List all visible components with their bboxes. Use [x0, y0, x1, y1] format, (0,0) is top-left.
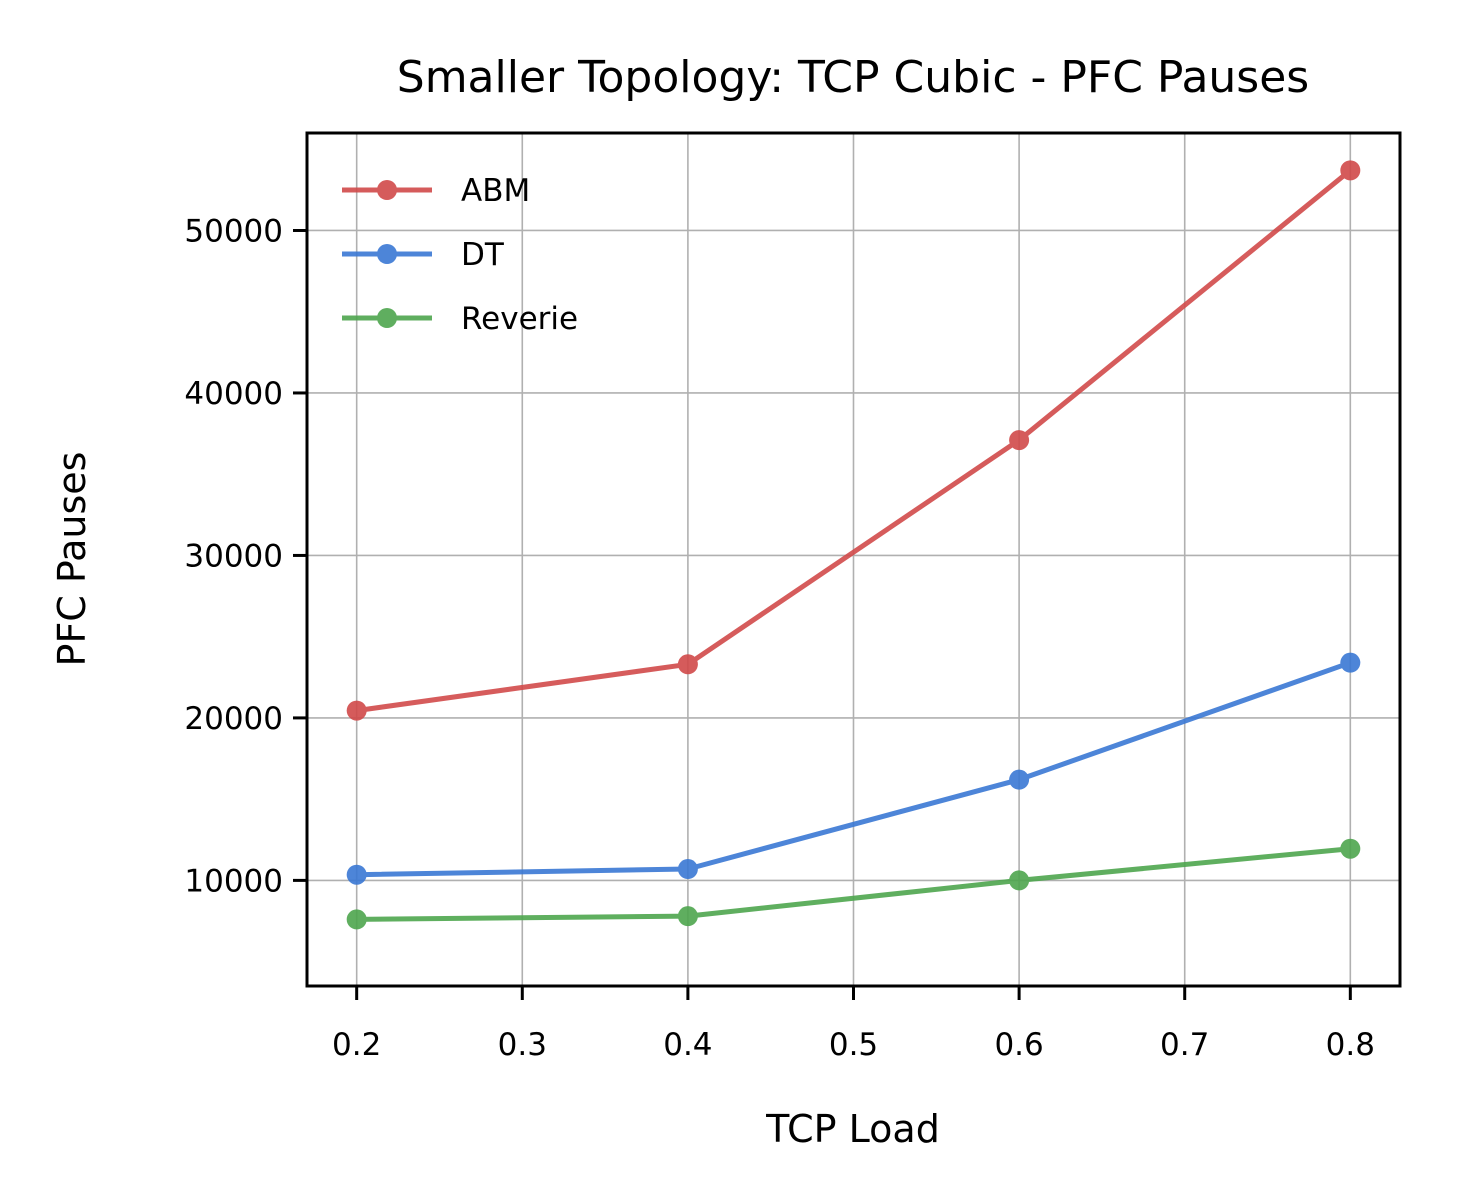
x-tick-label: 0.5: [829, 1027, 878, 1063]
y-tick-label: 20000: [184, 701, 283, 737]
series-line: [356, 660, 1352, 878]
data-point: [1340, 652, 1361, 673]
series-reverie: [346, 838, 1361, 930]
data-point: [1009, 870, 1030, 891]
x-tick-label: 0.7: [1160, 1027, 1209, 1063]
legend-item: [342, 180, 432, 200]
data-point: [677, 654, 698, 675]
x-tick-label: 0.2: [332, 1027, 381, 1063]
legend-label: ABM: [461, 173, 530, 209]
data-point: [346, 864, 367, 885]
data-point: [346, 700, 367, 721]
chart-title: Smaller Topology: TCP Cubic - PFC Pauses: [397, 52, 1309, 103]
x-axis-ticks: 0.2 0.3 0.4 0.5 0.6 0.7 0.8: [332, 986, 1375, 1063]
series-line: [356, 846, 1351, 922]
legend-swatch-marker: [377, 244, 397, 264]
legend-swatch-marker: [377, 180, 397, 200]
series-layer: [346, 160, 1361, 930]
x-axis-label: TCP Load: [765, 1107, 940, 1151]
y-tick-label: 50000: [184, 213, 283, 249]
data-point: [1009, 769, 1030, 790]
legend-item: [342, 308, 432, 328]
y-tick-label: 30000: [184, 538, 283, 574]
series-abm: [346, 160, 1361, 721]
data-point: [1340, 160, 1361, 181]
data-point: [1009, 430, 1030, 451]
y-tick-label: 10000: [184, 863, 283, 899]
y-axis-label: PFC Pauses: [50, 452, 94, 667]
data-point: [677, 906, 698, 927]
legend-label: DT: [461, 237, 505, 273]
x-tick-label: 0.8: [1326, 1027, 1375, 1063]
x-tick-label: 0.3: [498, 1027, 547, 1063]
y-axis-ticks: 10000 20000 30000 40000 50000: [184, 213, 307, 899]
data-point: [346, 909, 367, 930]
legend: ABM DT Reverie: [342, 173, 578, 337]
series-line: [356, 168, 1352, 714]
legend-swatch-marker: [377, 308, 397, 328]
legend-label: Reverie: [461, 301, 578, 337]
series-dt: [346, 652, 1361, 885]
data-point: [677, 859, 698, 880]
grid-lines: [307, 133, 1400, 986]
x-tick-label: 0.4: [663, 1027, 712, 1063]
legend-item: [342, 244, 432, 264]
data-point: [1340, 838, 1361, 859]
y-tick-label: 40000: [184, 376, 283, 412]
x-tick-label: 0.6: [994, 1027, 1043, 1063]
